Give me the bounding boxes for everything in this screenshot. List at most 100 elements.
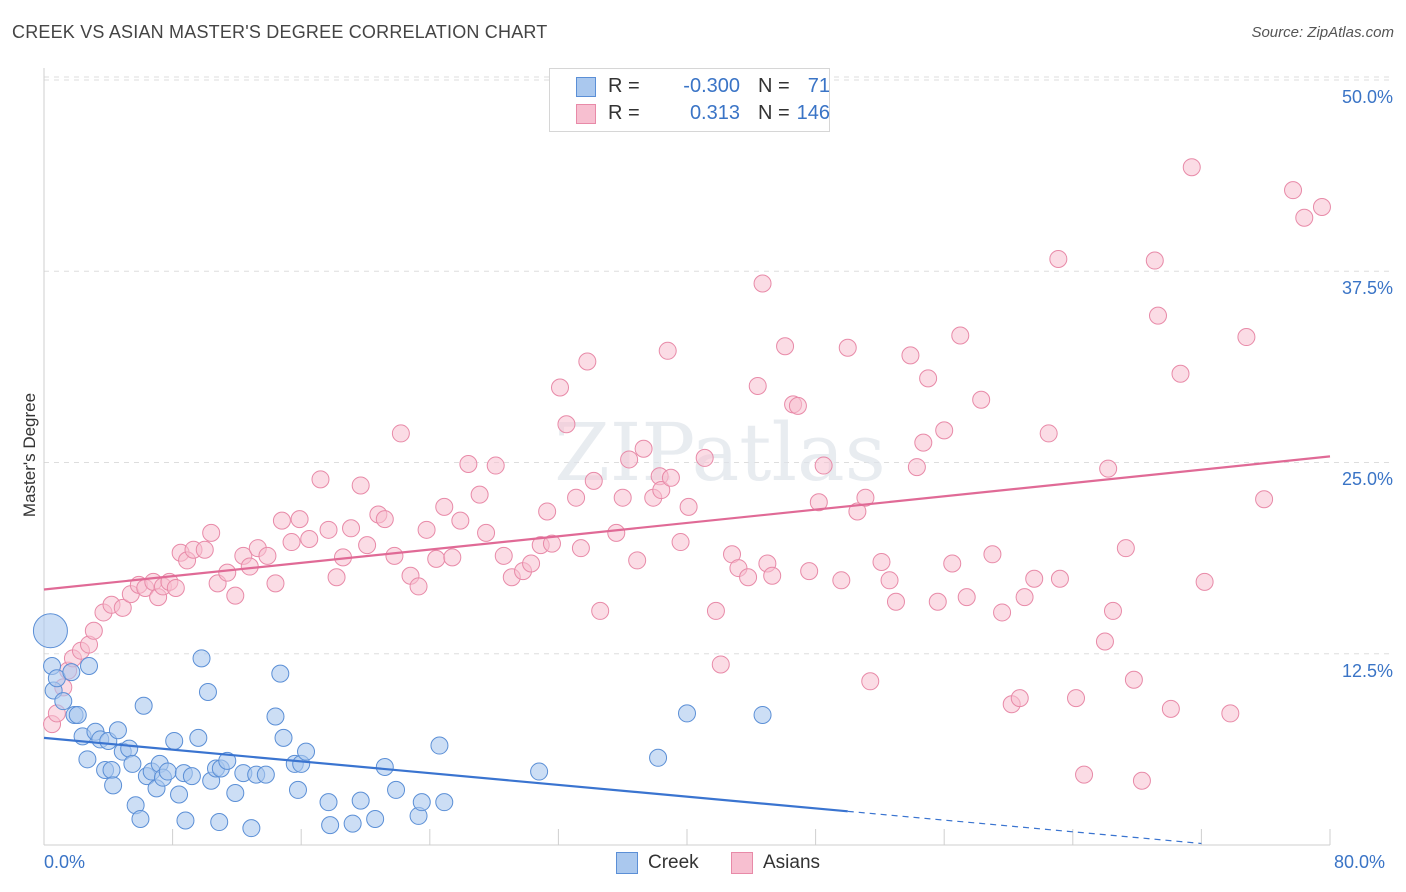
creek-point	[189, 728, 208, 747]
asians-point	[1050, 569, 1069, 588]
asians-point	[578, 352, 597, 371]
asians-point	[661, 468, 680, 487]
asians-point	[620, 450, 639, 469]
x-tick-label: 0.0%	[44, 852, 86, 872]
asians-point	[739, 568, 758, 587]
creek-point	[288, 780, 307, 799]
asians-point	[658, 341, 677, 360]
creek-point	[192, 649, 211, 668]
creek-point	[435, 793, 454, 812]
chart-title: CREEK VS ASIAN MASTER'S DEGREE CORRELATI…	[12, 22, 548, 42]
asians-point	[567, 488, 586, 507]
creek-n-label: N =	[758, 75, 790, 97]
asians-point	[1312, 197, 1331, 216]
asians-point	[551, 378, 570, 397]
asians-point	[607, 523, 626, 542]
asians-point	[522, 554, 541, 573]
asians-point	[753, 274, 772, 293]
asians-point	[880, 571, 899, 590]
asians-point	[832, 571, 851, 590]
creek-point	[678, 704, 696, 723]
asians-point	[1195, 572, 1214, 591]
asians-point	[1161, 699, 1180, 718]
asians-point	[814, 456, 833, 475]
asians-point	[443, 548, 462, 567]
asians-point	[557, 415, 576, 434]
creek-r-label: R =	[608, 75, 640, 97]
asians-point	[494, 546, 513, 565]
creek-trend-line	[43, 736, 848, 813]
asians-point	[1039, 424, 1058, 443]
asians-point	[695, 448, 714, 467]
creek-point	[123, 754, 142, 773]
creek-swatch	[576, 77, 596, 97]
asians-point	[1148, 306, 1167, 325]
asians-point	[856, 488, 875, 507]
asians-point	[943, 554, 962, 573]
asians-point	[290, 510, 309, 529]
asians-point	[838, 338, 857, 357]
asians-point	[1015, 588, 1034, 607]
y-axis-title: Master's Degree	[20, 392, 39, 518]
asians-point	[584, 471, 603, 490]
asians-point	[258, 546, 277, 565]
creek-point	[158, 762, 177, 781]
asians-point	[311, 470, 330, 489]
asians-point	[451, 511, 470, 530]
creek-point	[412, 793, 431, 812]
asians-point	[1075, 765, 1094, 784]
creek-n-value: 71	[807, 75, 830, 97]
asians-point	[417, 520, 436, 539]
creek-point	[753, 705, 772, 724]
asians-point	[166, 578, 185, 597]
asians-swatch	[731, 852, 753, 874]
asians-point	[409, 577, 428, 596]
asians-point	[901, 346, 920, 365]
creek-point	[351, 791, 370, 810]
creek-point	[108, 721, 127, 740]
asians-point	[613, 488, 632, 507]
asians-r-label: R =	[608, 102, 640, 124]
asians-swatch	[576, 104, 596, 124]
asians-point	[327, 568, 346, 587]
asians-point	[1295, 208, 1314, 227]
creek-point	[104, 776, 123, 795]
asians-point	[113, 598, 132, 617]
creek-point	[266, 707, 285, 726]
asians-point	[1049, 250, 1068, 269]
asians-point	[591, 601, 610, 620]
asians-point	[872, 552, 891, 571]
asians-point	[1124, 670, 1143, 689]
asians-point	[809, 493, 828, 512]
asians-point	[459, 455, 478, 474]
asians-point	[914, 433, 933, 452]
asians-point	[671, 533, 690, 552]
creek-point	[68, 705, 87, 724]
asians-point	[711, 655, 730, 674]
asians-point	[679, 497, 698, 516]
axes	[43, 68, 1331, 846]
creek-r-value: -0.300	[683, 75, 740, 97]
creek-point	[134, 696, 153, 715]
asians-point	[342, 519, 361, 538]
creek-point	[80, 656, 99, 675]
asians-point	[1132, 771, 1151, 790]
creek-point	[62, 663, 81, 682]
asians-point	[951, 326, 970, 345]
creek-point	[271, 664, 290, 683]
asians-point	[748, 377, 767, 395]
asians-point	[226, 586, 245, 605]
asians-point	[538, 502, 557, 521]
asians-point	[652, 481, 671, 500]
creek-point	[210, 813, 229, 832]
y-tick-label: 25.0%	[1341, 469, 1393, 489]
creek-point	[649, 748, 668, 767]
asians-r-value: 0.313	[689, 102, 740, 124]
asians-point	[1182, 158, 1201, 177]
creek-point	[78, 750, 97, 769]
creek-point	[242, 819, 261, 838]
creek-point	[366, 809, 385, 828]
creek-point	[319, 793, 338, 812]
asians-point	[861, 672, 880, 691]
